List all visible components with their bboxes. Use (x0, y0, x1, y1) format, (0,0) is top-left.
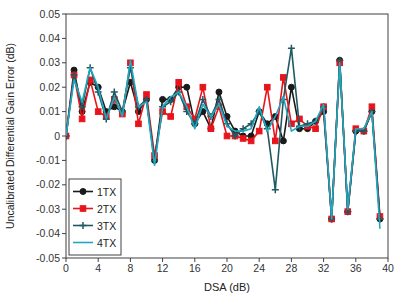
y-tick-label: 0.01 (40, 105, 61, 117)
y-tick-label: -0.02 (36, 178, 60, 190)
series-marker (256, 128, 262, 134)
x-tick-label: 20 (221, 262, 233, 274)
y-tick (62, 38, 66, 39)
legend-label: 4TX (97, 237, 116, 249)
series-marker (95, 109, 101, 115)
y-tick-label: -0.05 (36, 252, 60, 264)
series-marker (280, 138, 286, 144)
series-marker (215, 96, 222, 103)
y-tick-label: 0.05 (40, 8, 61, 20)
y-tick (62, 62, 66, 63)
legend-swatch (73, 242, 93, 244)
background (0, 0, 407, 298)
legend-marker (80, 189, 86, 195)
chart: -0.05 -0.04 -0.03 -0.02 -0.01 0 0.01 0.02 0.03 0.… (0, 0, 407, 298)
series-marker (208, 126, 214, 132)
series-marker (273, 138, 279, 144)
y-tick-label: 0 (54, 130, 60, 142)
series-marker (111, 89, 118, 96)
y-axis-title: Uncalibrated Differential Gain Error (dB… (4, 43, 16, 229)
y-tick (62, 14, 66, 15)
x-axis-title: DSA (dB) (204, 281, 250, 293)
x-tick-label: 8 (127, 262, 133, 274)
series-marker (160, 96, 166, 102)
x-tick-label: 12 (157, 262, 169, 274)
x-tick-label: 4 (95, 262, 101, 274)
legend-box (69, 179, 121, 255)
series-marker (168, 114, 174, 120)
series-marker (79, 116, 85, 122)
plot-frame (66, 14, 388, 258)
y-tick (62, 160, 66, 161)
series-marker (248, 138, 254, 144)
legend-label: 3TX (97, 220, 116, 232)
y-tick (62, 258, 66, 259)
series-marker (232, 133, 239, 140)
series-marker (224, 133, 230, 139)
y-tick-label: 0.04 (40, 32, 61, 44)
y-tick (62, 184, 66, 185)
y-tick-label: -0.01 (36, 154, 60, 166)
x-tick-label: 24 (253, 262, 265, 274)
x-tick-label: 40 (382, 262, 394, 274)
series-marker (240, 136, 246, 142)
series-line (66, 60, 380, 228)
series-marker (313, 126, 319, 132)
legend-label: 1TX (97, 186, 116, 198)
series-marker (288, 45, 295, 52)
series-marker (264, 84, 270, 90)
series-marker (272, 186, 279, 193)
series-marker (281, 75, 287, 81)
series-marker (208, 126, 214, 132)
y-tick (62, 111, 66, 112)
x-tick-label: 16 (189, 262, 201, 274)
series-marker (288, 84, 294, 90)
legend-marker (80, 206, 86, 212)
x-tick-label: 36 (350, 262, 362, 274)
series-marker (184, 84, 190, 90)
y-tick-label: 0.02 (40, 81, 61, 93)
series-marker (79, 103, 86, 110)
y-tick (62, 87, 66, 88)
legend-label: 2TX (97, 203, 116, 215)
series-marker (199, 96, 206, 103)
series-marker (136, 121, 142, 127)
series-marker (216, 89, 222, 95)
legend-marker (80, 222, 87, 229)
series-marker (71, 72, 78, 79)
y-tick (62, 209, 66, 210)
x-tick-label: 0 (63, 262, 69, 274)
y-tick (62, 233, 66, 234)
x-tick-label: 28 (286, 262, 298, 274)
x-tick-label: 32 (318, 262, 330, 274)
legend: 1TX 2TX 3TX 4TX (69, 179, 121, 255)
y-tick-label: -0.04 (36, 227, 60, 239)
y-tick-label: -0.03 (36, 203, 60, 215)
series-marker (176, 80, 182, 86)
y-tick-label: 0.03 (40, 56, 61, 68)
series-marker (71, 72, 77, 78)
series-marker (200, 84, 206, 90)
y-tick (62, 136, 66, 137)
